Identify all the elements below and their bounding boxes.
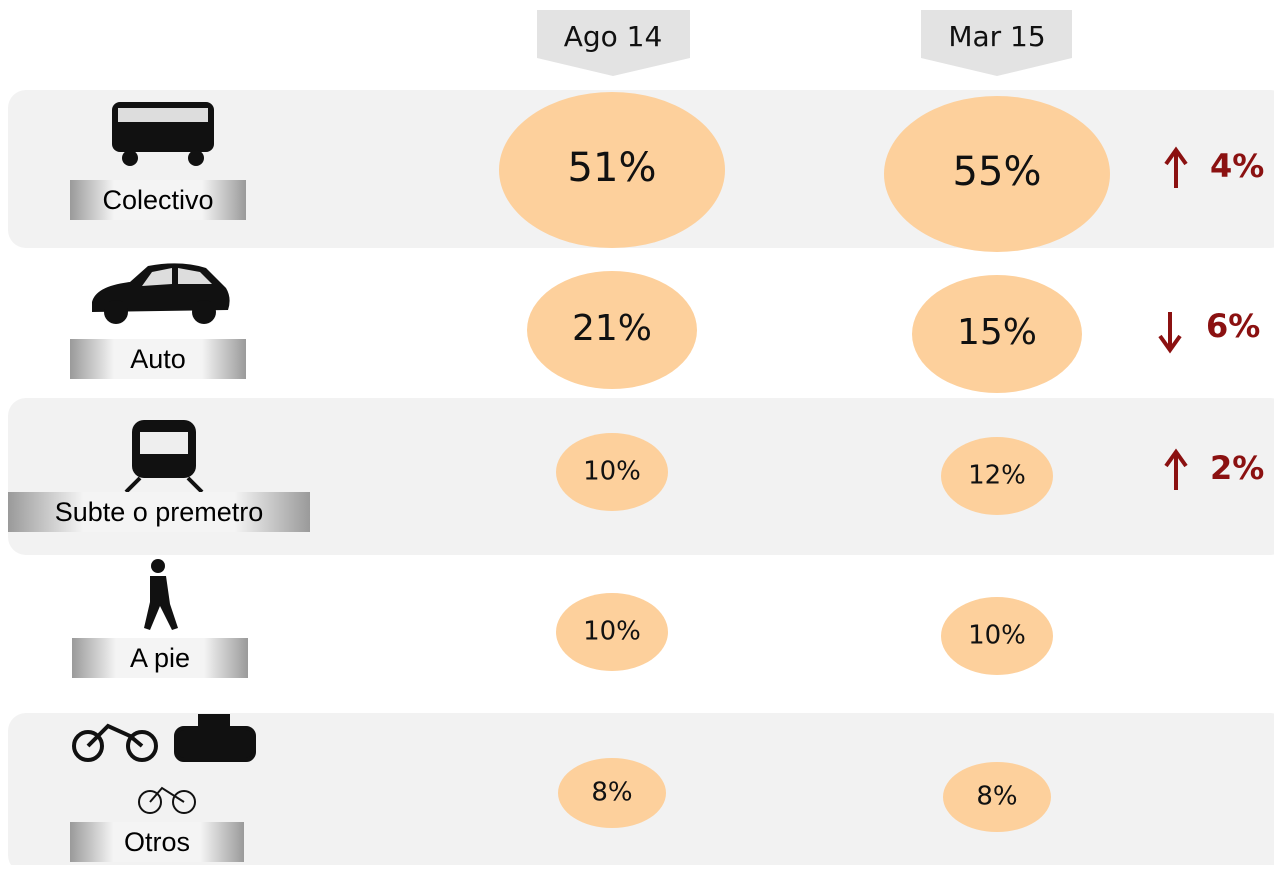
value-bubble — [941, 597, 1053, 675]
value-label: 8% — [591, 778, 632, 808]
column-header: Mar 15 — [948, 20, 1045, 53]
row-label: Otros — [124, 827, 190, 857]
row-label: A pie — [130, 643, 190, 673]
row-label: Subte o premetro — [55, 497, 264, 527]
value-label: 10% — [968, 621, 1026, 651]
bus-icon — [112, 102, 214, 166]
column-tab — [921, 10, 1072, 76]
walker-icon — [144, 559, 178, 630]
value-label: 12% — [968, 461, 1026, 491]
value-bubble — [912, 275, 1082, 393]
change-label: 6% — [1206, 307, 1260, 345]
value-label: 21% — [572, 308, 652, 349]
label-box — [70, 339, 246, 379]
train-icon — [124, 420, 204, 494]
column-tab — [537, 10, 690, 76]
value-label: 10% — [583, 617, 641, 647]
label-box — [8, 492, 310, 532]
trend-arrow — [1164, 448, 1188, 490]
value-bubble — [499, 92, 725, 248]
value-bubble — [884, 96, 1110, 252]
value-bubble — [558, 758, 666, 828]
change-label: 2% — [1210, 449, 1264, 487]
value-bubble — [527, 271, 697, 389]
value-bubble — [943, 762, 1051, 832]
label-box — [70, 180, 246, 220]
value-label: 55% — [953, 149, 1042, 195]
column-header: Ago 14 — [564, 20, 663, 53]
row-label: Auto — [130, 344, 186, 374]
row-label: Colectivo — [102, 185, 213, 215]
label-box — [70, 822, 244, 862]
label-box — [72, 638, 248, 678]
value-bubble — [556, 593, 668, 671]
value-label: 10% — [583, 457, 641, 487]
trend-arrow — [1164, 146, 1188, 188]
value-label: 15% — [957, 312, 1037, 353]
car-icon — [92, 263, 230, 324]
other-vehicles-icon — [72, 714, 256, 814]
value-bubble — [556, 433, 668, 511]
change-label: 4% — [1210, 147, 1264, 185]
value-bubble — [941, 437, 1053, 515]
value-label: 51% — [568, 145, 657, 191]
value-label: 8% — [976, 782, 1017, 812]
trend-arrow — [1158, 312, 1182, 354]
